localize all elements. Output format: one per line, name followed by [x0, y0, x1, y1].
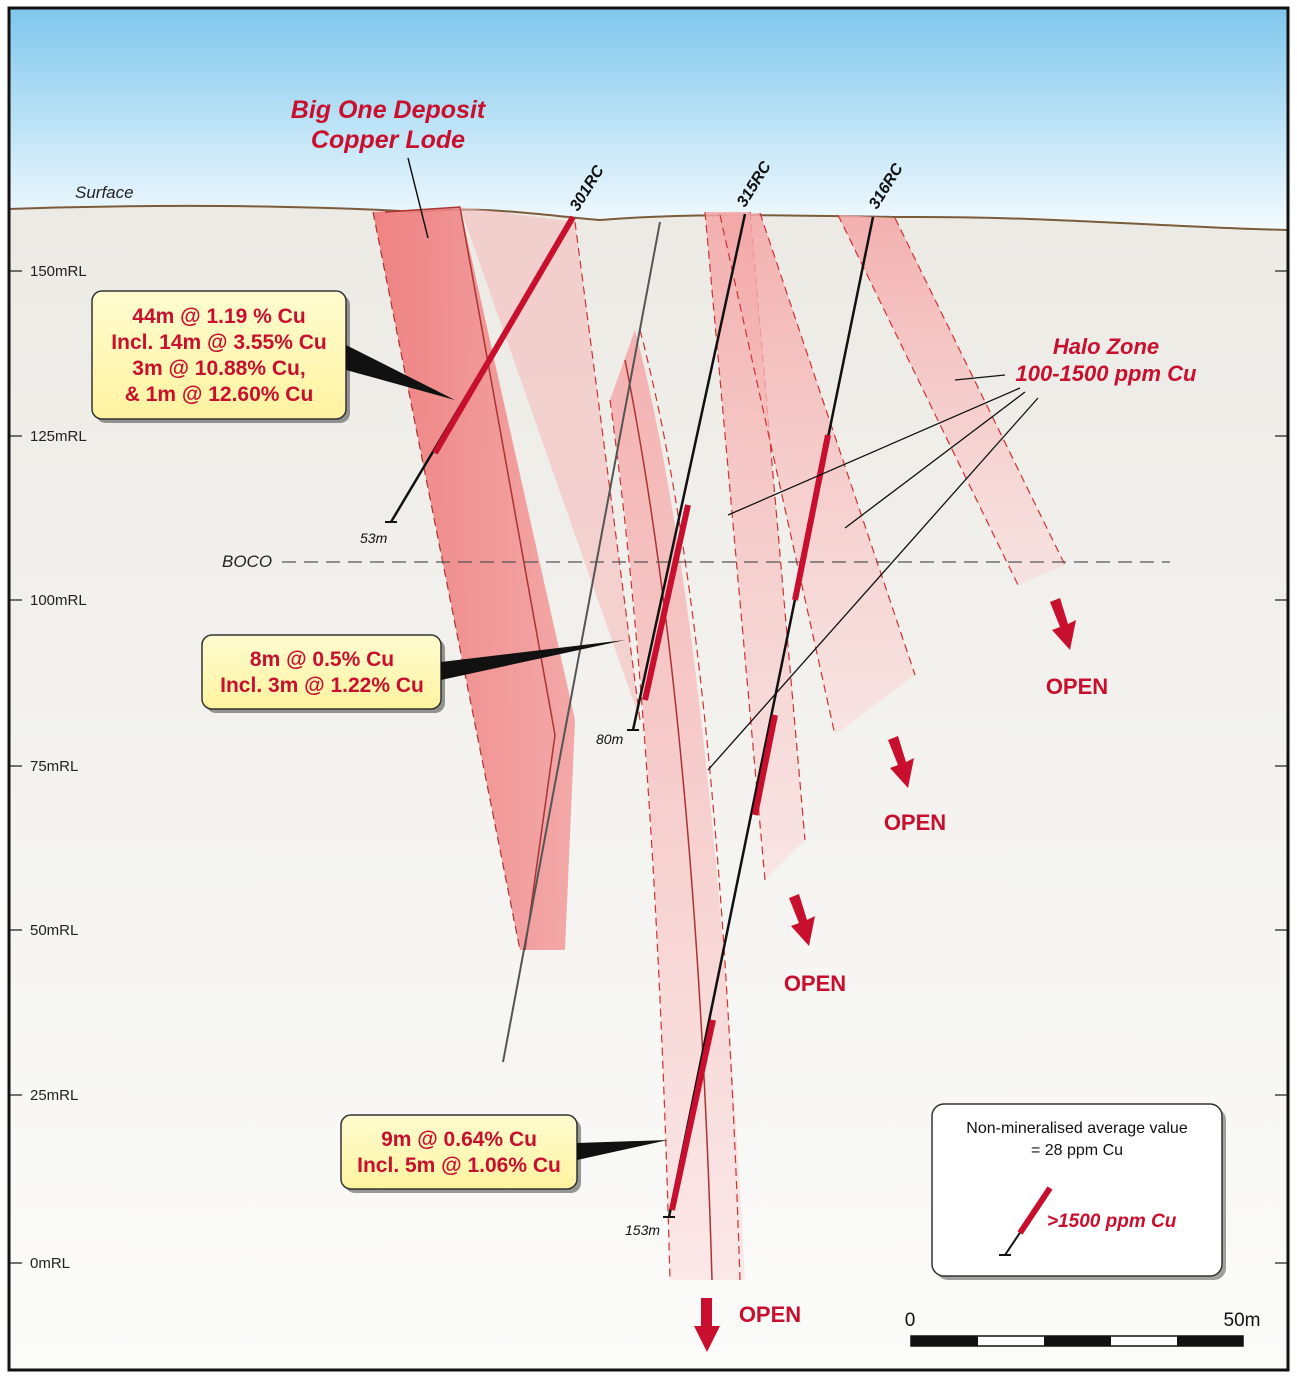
legend-hole-intercept — [1017, 1186, 1053, 1235]
scale-bar: 0 50m — [905, 1310, 1261, 1347]
rl-label-100: 100mRL — [30, 592, 87, 609]
drillhole-depth-315rc: 80m — [596, 731, 624, 747]
lode-boundary-dashed — [372, 211, 521, 951]
deposit-title-line2: Copper Lode — [311, 126, 465, 154]
halo-zone-1 — [705, 212, 805, 880]
open-label-3: OPEN — [784, 971, 846, 996]
callout-1-line2: Incl. 14m @ 3.55% Cu — [111, 331, 326, 354]
drillhole-316rc-intercept-2 — [752, 714, 778, 816]
drillhole-316rc — [667, 216, 875, 1218]
callout-2-line1: 8m @ 0.5% Cu — [250, 648, 394, 671]
rl-label-25: 25mRL — [30, 1087, 78, 1104]
callout-2: 8m @ 0.5% Cu Incl. 3m @ 1.22% Cu — [201, 634, 625, 713]
scale-start: 0 — [905, 1310, 916, 1331]
open-arrow-1: OPEN — [1046, 598, 1108, 699]
rl-label-0: 0mRL — [30, 1255, 70, 1272]
sky-background — [9, 8, 1288, 230]
halo-zone-3-edges — [837, 214, 1066, 586]
copper-lode-zone — [373, 207, 575, 950]
open-label-1: OPEN — [1046, 674, 1108, 699]
rl-label-50: 50mRL — [30, 922, 78, 939]
drillhole-315rc-intercept — [642, 504, 691, 701]
halo-leaders — [707, 374, 1039, 771]
deep-lode-edge-right — [639, 329, 741, 1281]
surface-label: Surface — [75, 183, 134, 202]
halo-label-line1: Halo Zone — [1053, 334, 1159, 359]
drillhole-315rc — [631, 213, 747, 731]
legend-high-grade: >1500 ppm Cu — [1047, 1211, 1177, 1232]
halo-zone-3 — [838, 215, 1065, 585]
deep-lode-edge-left — [609, 399, 671, 1281]
boco-label: BOCO — [222, 552, 272, 571]
callout-1-line1: 44m @ 1.19 % Cu — [132, 305, 305, 328]
drillhole-depth-301rc: 53m — [360, 530, 388, 546]
title-leader — [407, 157, 429, 239]
open-arrow-3: OPEN — [784, 894, 846, 996]
legend-line1: Non-mineralised average value — [966, 1120, 1188, 1137]
drillhole-316rc-intercept-3 — [669, 1019, 716, 1211]
deposit-title-line1: Big One Deposit — [291, 96, 487, 124]
open-label-2: OPEN — [884, 810, 946, 835]
callout-3-line2: Incl. 5m @ 1.06% Cu — [357, 1154, 561, 1177]
drillhole-301rc-intercept — [432, 215, 576, 455]
rl-label-150: 150mRL — [30, 263, 87, 280]
rl-ticks-right — [1275, 270, 1288, 1264]
lode-halo-edge — [574, 221, 641, 721]
legend: Non-mineralised average value = 28 ppm C… — [931, 1103, 1226, 1280]
open-label-4: OPEN — [739, 1302, 801, 1327]
lode-boundary — [384, 206, 556, 951]
deep-lode-zone — [610, 330, 745, 1280]
scale-end: 50m — [1224, 1310, 1261, 1331]
open-arrow-2: OPEN — [884, 736, 946, 835]
rl-ticks-left — [9, 270, 22, 1264]
callout-1-line4: & 1m @ 12.60% Cu — [125, 383, 314, 406]
rl-label-75: 75mRL — [30, 758, 78, 775]
rl-label-125: 125mRL — [30, 428, 87, 445]
callout-2-line2: Incl. 3m @ 1.22% Cu — [220, 674, 424, 697]
callout-1: 44m @ 1.19 % Cu Incl. 14m @ 3.55% Cu 3m … — [91, 290, 455, 423]
callout-3-line1: 9m @ 0.64% Cu — [381, 1128, 537, 1151]
legend-line2: = 28 ppm Cu — [1031, 1142, 1123, 1159]
deep-lode-core — [624, 359, 713, 1281]
halo-label-line2: 100-1500 ppm Cu — [1016, 361, 1198, 386]
open-arrow-4: OPEN — [694, 1298, 801, 1352]
surface-line — [8, 204, 1289, 231]
drillhole-316rc-intercept-1 — [792, 434, 831, 601]
callout-3: 9m @ 0.64% Cu Incl. 5m @ 1.06% Cu — [340, 1114, 668, 1193]
figure-frame — [7, 6, 1290, 1372]
callout-1-line3: 3m @ 10.88% Cu, — [132, 357, 305, 380]
drillhole-depth-316rc: 153m — [625, 1222, 660, 1238]
fault-line — [502, 221, 661, 1063]
